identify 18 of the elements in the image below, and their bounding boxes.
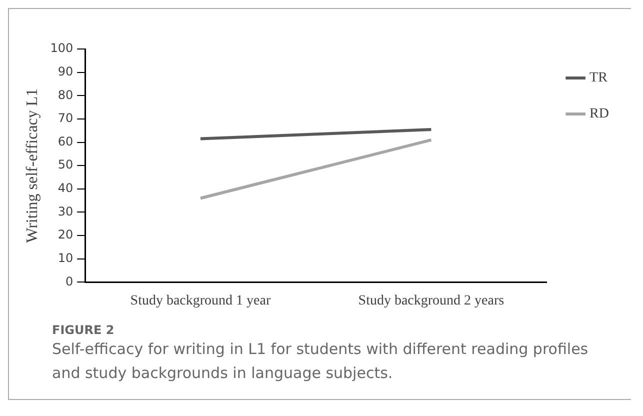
text: FIGURE 2	[52, 323, 116, 337]
y-tick-label: 90	[58, 64, 74, 78]
y-tick-label: 0	[65, 274, 74, 288]
y-tick-label: 70	[58, 111, 74, 126]
y-axis-title: Writing self-efficacy L1	[24, 88, 41, 243]
y-tick-label: 100	[50, 41, 74, 56]
y-tick-label: 30	[58, 204, 74, 218]
y-tick-label: 20	[58, 228, 74, 242]
y-tick-label: 50	[58, 158, 74, 172]
y-tick-label: 10	[58, 251, 74, 266]
y-tick-label: 40	[58, 181, 74, 196]
legend-label: TR	[590, 70, 608, 86]
text: Self-efficacy for writing in L1 for students with different reading profiles and study backgrounds in language subjects.	[52, 339, 590, 384]
y-tick-label: 60	[58, 134, 74, 148]
y-tick-label: 80	[58, 88, 74, 102]
x-tick-label: Study background 1 year	[130, 293, 271, 308]
x-tick-label: Study background 2 years	[358, 293, 504, 308]
legend-label: RD	[590, 106, 610, 122]
